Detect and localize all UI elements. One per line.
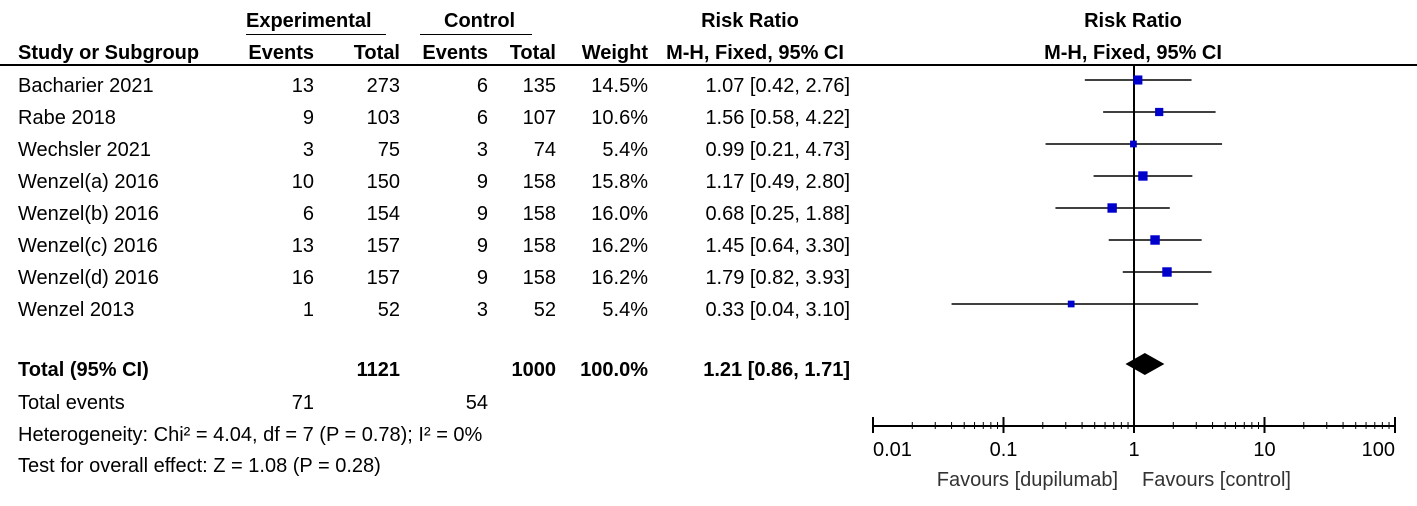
weight: 15.8% <box>591 171 648 193</box>
header-events-control: Events <box>422 42 488 64</box>
exp-events: 3 <box>302 139 314 161</box>
rule-experimental <box>246 34 386 35</box>
study-name: Wenzel(b) 2016 <box>18 203 159 225</box>
ctl-total: 158 <box>522 203 556 225</box>
ctl-events: 6 <box>476 107 488 129</box>
exp-events: 16 <box>291 267 314 289</box>
study-marker <box>1133 75 1143 85</box>
total-label: Total (95% CI) <box>18 359 149 381</box>
ctl-total: 158 <box>522 267 556 289</box>
header-study-or-subgroup: Study or Subgroup <box>18 42 200 64</box>
weight: 5.4% <box>602 299 648 321</box>
study-name: Bacharier 2021 <box>18 75 154 97</box>
study-marker <box>1138 171 1148 181</box>
ci-text: 0.99 [0.21, 4.73] <box>705 139 850 161</box>
ctl-events: 6 <box>476 75 488 97</box>
exp-events: 1 <box>302 299 314 321</box>
ctl-events: 9 <box>476 235 488 257</box>
ctl-total: 74 <box>533 139 556 161</box>
exp-events: 13 <box>291 75 314 97</box>
header-total-experimental: Total <box>353 42 400 64</box>
ctl-events: 3 <box>476 139 488 161</box>
study-marker <box>1162 267 1172 277</box>
ci-text: 1.45 [0.64, 3.30] <box>705 235 850 257</box>
ctl-events: 3 <box>476 299 488 321</box>
ctl-events: 9 <box>476 267 488 289</box>
total-exp-total: 1121 <box>356 359 400 381</box>
header-risk-ratio-column: Risk Ratio <box>701 10 799 32</box>
header-control: Control <box>444 10 516 32</box>
study-marker <box>1150 235 1160 245</box>
weight: 16.2% <box>591 267 648 289</box>
study-name: Wenzel 2013 <box>18 299 135 321</box>
weight: 5.4% <box>602 139 648 161</box>
total-events-label: Total events <box>18 392 125 414</box>
ci-text: 1.17 [0.49, 2.80] <box>705 171 850 193</box>
overall-effect-text: Test for overall effect: Z = 1.08 (P = 0… <box>18 455 381 477</box>
study-marker <box>1067 300 1075 308</box>
study-marker <box>1107 203 1117 213</box>
exp-total: 52 <box>377 299 400 321</box>
favours-left-label: Favours [dupilumab] <box>937 469 1118 491</box>
ci-text: 1.07 [0.42, 2.76] <box>705 75 850 97</box>
total-events-exp: 71 <box>291 392 314 414</box>
header-weight: Weight <box>581 42 648 64</box>
exp-total: 75 <box>377 139 400 161</box>
ctl-total: 135 <box>522 75 556 97</box>
pooled-diamond <box>1125 353 1165 375</box>
ctl-total: 158 <box>522 235 556 257</box>
total-ctl-total: 1000 <box>511 359 557 381</box>
study-marker <box>1130 140 1137 148</box>
exp-total: 154 <box>366 203 400 225</box>
header-events-experimental: Events <box>248 42 314 64</box>
x-tick-label: 100 <box>1362 439 1395 461</box>
exp-total: 157 <box>366 267 400 289</box>
ctl-total: 107 <box>522 107 556 129</box>
ci-text: 1.56 [0.58, 4.22] <box>705 107 850 129</box>
exp-events: 6 <box>302 203 314 225</box>
header-method-column: M-H, Fixed, 95% CI <box>666 42 844 64</box>
study-marker <box>1155 107 1164 117</box>
ci-text: 1.79 [0.82, 3.93] <box>705 267 850 289</box>
heterogeneity-text: Heterogeneity: Chi² = 4.04, df = 7 (P = … <box>18 424 483 446</box>
exp-total: 150 <box>366 171 400 193</box>
exp-total: 103 <box>366 107 400 129</box>
ctl-events: 9 <box>476 203 488 225</box>
exp-events: 10 <box>291 171 314 193</box>
x-tick-label: 0.1 <box>990 439 1018 461</box>
study-name: Wenzel(d) 2016 <box>18 267 159 289</box>
header-rule <box>0 64 1417 66</box>
weight: 10.6% <box>591 107 648 129</box>
total-weight: 100.0% <box>580 359 648 381</box>
weight: 16.0% <box>591 203 648 225</box>
ci-text: 0.33 [0.04, 3.10] <box>705 299 850 321</box>
exp-total: 273 <box>366 75 400 97</box>
total-events-ctl: 54 <box>465 392 488 414</box>
study-name: Wenzel(a) 2016 <box>18 171 159 193</box>
study-name: Wechsler 2021 <box>18 139 152 161</box>
header-experimental: Experimental <box>246 10 372 32</box>
header-method-plot: M-H, Fixed, 95% CI <box>1044 42 1222 64</box>
ctl-total: 158 <box>522 171 556 193</box>
weight: 16.2% <box>591 235 648 257</box>
total-ci-text: 1.21 [0.86, 1.71] <box>703 359 850 381</box>
ci-text: 0.68 [0.25, 1.88] <box>705 203 850 225</box>
weight: 14.5% <box>591 75 648 97</box>
x-tick-label: 1 <box>1128 439 1139 461</box>
exp-events: 13 <box>291 235 314 257</box>
header-risk-ratio-plot: Risk Ratio <box>1084 10 1182 32</box>
exp-total: 157 <box>366 235 400 257</box>
ctl-events: 9 <box>476 171 488 193</box>
x-tick-label: 0.01 <box>873 439 912 461</box>
study-name: Rabe 2018 <box>18 107 116 129</box>
study-name: Wenzel(c) 2016 <box>18 235 158 257</box>
exp-events: 9 <box>302 107 314 129</box>
favours-right-label: Favours [control] <box>1142 469 1291 491</box>
ctl-total: 52 <box>533 299 556 321</box>
header-total-control: Total <box>509 42 556 64</box>
x-tick-label: 10 <box>1253 439 1275 461</box>
rule-control <box>420 34 532 35</box>
